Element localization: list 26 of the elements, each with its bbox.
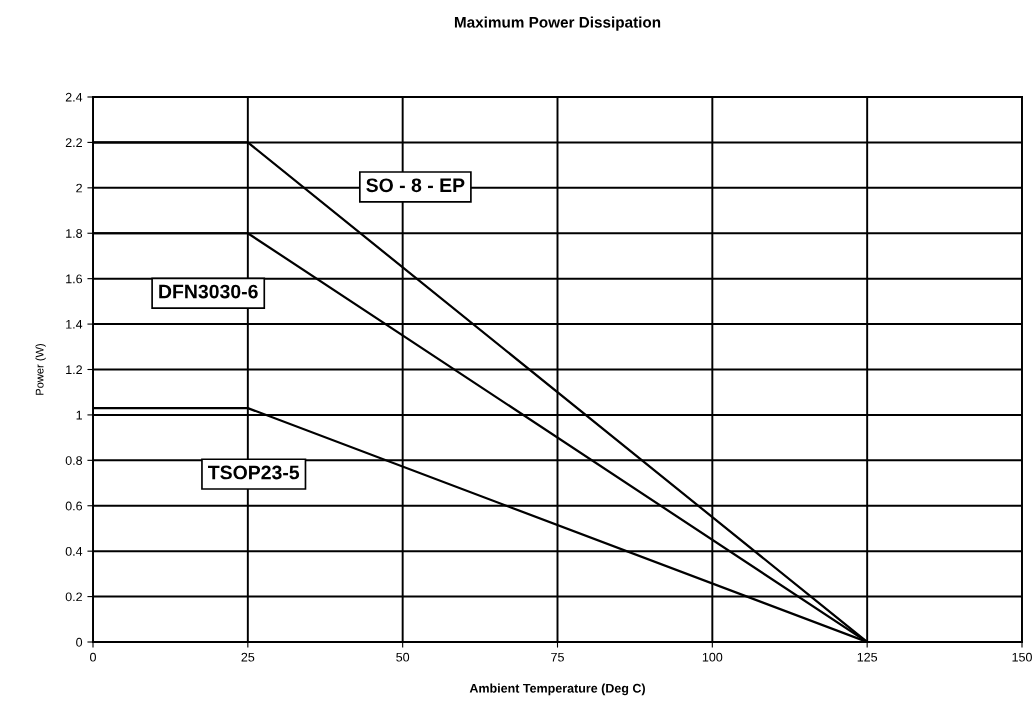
x-tick-label: 150 xyxy=(1012,652,1032,662)
y-tick-label: 0.6 xyxy=(65,501,83,511)
y-tick-label: 2.4 xyxy=(65,92,83,102)
y-axis-title: Power (W) xyxy=(35,343,46,395)
x-tick-label: 100 xyxy=(702,652,723,662)
y-tick-label: 0.2 xyxy=(65,592,82,602)
y-tick-label: 2.2 xyxy=(65,138,82,147)
series-label: TSOP23-5 xyxy=(208,465,300,480)
y-tick-label: 1.4 xyxy=(66,320,83,329)
x-axis-title: Ambient Temperature (Deg C) xyxy=(469,683,645,696)
x-tick-label: 125 xyxy=(857,652,878,662)
y-tick-label: 1.6 xyxy=(66,274,83,284)
x-tick-label: 50 xyxy=(396,652,410,662)
series-label: SO - 8 - EP xyxy=(366,178,465,193)
x-tick-label: 25 xyxy=(241,652,255,662)
y-tick-label: 0 xyxy=(76,637,83,647)
y-tick-label: 1 xyxy=(76,410,82,420)
y-tick-label: 0.4 xyxy=(65,546,83,556)
series-label: DFN3030-6 xyxy=(159,284,258,299)
chart-title: Maximum Power Dissipation xyxy=(454,16,661,31)
y-tick-label: 1.2 xyxy=(66,365,82,375)
y-tick-label: 0.8 xyxy=(65,456,83,465)
y-tick-label: 1.8 xyxy=(66,229,83,238)
y-tick-label: 2 xyxy=(76,183,82,193)
x-tick-label: 75 xyxy=(551,652,564,662)
x-tick-label: 0 xyxy=(90,652,96,662)
